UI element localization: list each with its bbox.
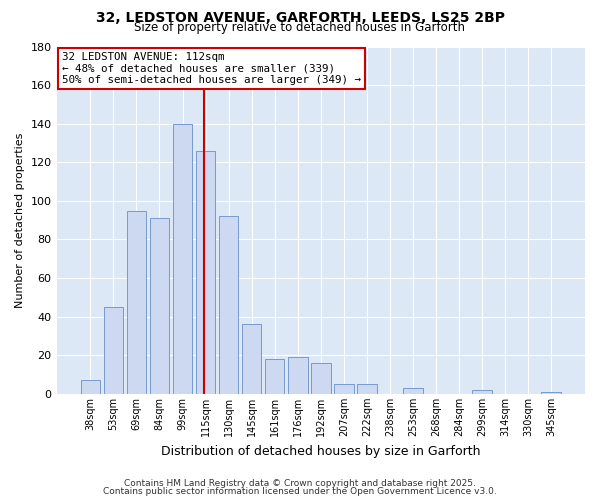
Bar	[219, 216, 238, 394]
Bar	[357, 384, 377, 394]
Bar	[403, 388, 423, 394]
Bar	[288, 357, 308, 394]
Bar	[472, 390, 492, 394]
Text: 32 LEDSTON AVENUE: 112sqm
← 48% of detached houses are smaller (339)
50% of semi: 32 LEDSTON AVENUE: 112sqm ← 48% of detac…	[62, 52, 361, 85]
Bar	[127, 210, 146, 394]
Bar	[196, 150, 215, 394]
Bar	[265, 359, 284, 394]
Bar	[104, 307, 123, 394]
Text: Contains public sector information licensed under the Open Government Licence v3: Contains public sector information licen…	[103, 487, 497, 496]
X-axis label: Distribution of detached houses by size in Garforth: Distribution of detached houses by size …	[161, 444, 481, 458]
Bar	[149, 218, 169, 394]
Bar	[541, 392, 561, 394]
Y-axis label: Number of detached properties: Number of detached properties	[15, 132, 25, 308]
Bar	[311, 363, 331, 394]
Bar	[80, 380, 100, 394]
Text: Size of property relative to detached houses in Garforth: Size of property relative to detached ho…	[134, 21, 466, 34]
Text: 32, LEDSTON AVENUE, GARFORTH, LEEDS, LS25 2BP: 32, LEDSTON AVENUE, GARFORTH, LEEDS, LS2…	[95, 11, 505, 25]
Bar	[242, 324, 262, 394]
Text: Contains HM Land Registry data © Crown copyright and database right 2025.: Contains HM Land Registry data © Crown c…	[124, 478, 476, 488]
Bar	[334, 384, 353, 394]
Bar	[173, 124, 193, 394]
